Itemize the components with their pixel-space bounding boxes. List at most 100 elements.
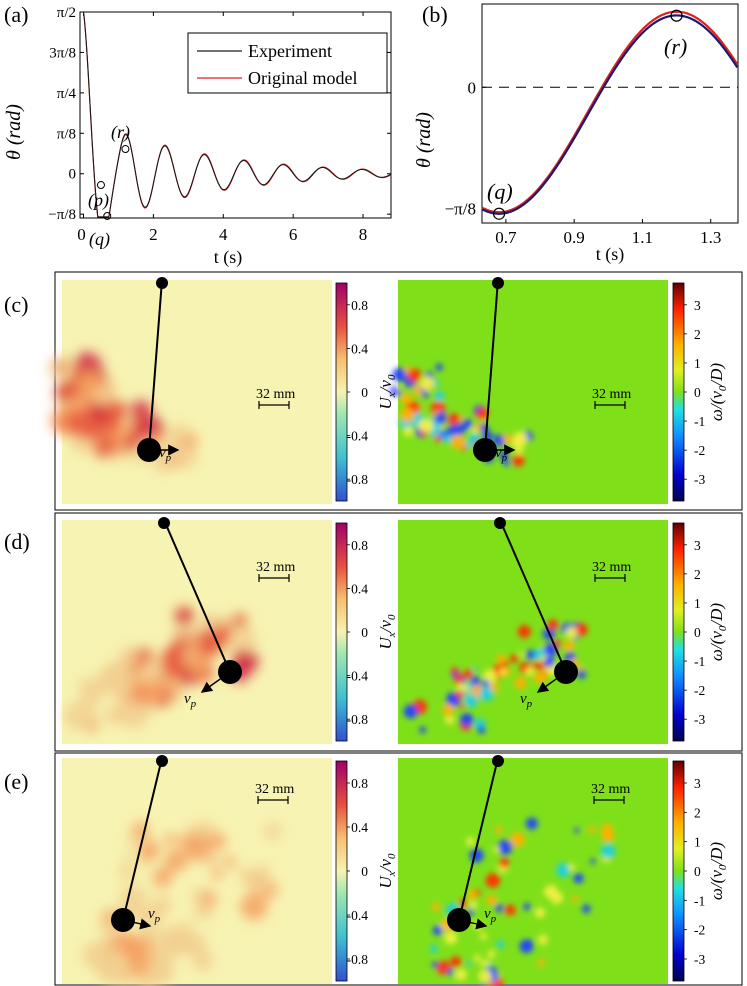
colorbar-label-slash: /v [376,380,395,394]
pendulum-rod [499,519,567,673]
pendulum-rod [148,279,163,451]
colorbar-gradient [335,282,348,502]
colorbar-tick-label: -1 [694,654,705,669]
scale-bar-label: 32 mm [256,560,295,575]
pendulum-pivot [156,755,168,767]
a-ytick-label: π/2 [57,5,76,21]
wake-blob [450,956,462,968]
wake-blob [437,966,447,975]
panel-c-colorbar-u: 0.8 0.4 0 -0.4 -0.8 Ux/v0 [335,282,398,502]
velocity-label-sub: p [526,698,533,710]
panel-b-yticks: 0 −π/8 [445,78,738,218]
colorbar-label-sub: x [386,632,398,638]
wake-blob [172,679,184,691]
wake-blob [151,894,173,916]
b-marker-r-label: (r) [664,34,687,59]
panel-d-frame [54,512,743,752]
wake-blob [82,941,110,969]
wake-blob [211,868,223,880]
a-ytick-label: π/4 [57,86,77,102]
wake-blob [539,662,546,669]
panel-e-frame [54,752,743,986]
velocity-label-sub: p [501,452,508,464]
panel-a-axes [79,11,392,219]
colorbar-tick-label: 0 [361,864,368,879]
wake-blob [245,869,261,885]
wake-blob [169,423,190,444]
colorbar-gradient [672,760,685,982]
colorbar-tick-label: 0 [694,385,701,400]
wake-blob [400,393,412,405]
velocity-label-sub: p [490,913,497,925]
colorbar-tick-label: 3 [694,298,701,313]
colorbar-tick-label: -3 [694,472,705,487]
wake-blob [556,862,571,878]
wake-blob [183,834,211,862]
colorbar-tick-label: -0.4 [347,669,369,684]
wake-blob [514,676,527,690]
a-ytick-label: 0 [69,167,77,183]
wake-blob [96,961,116,981]
colorbar-label-sub: 0 [386,853,398,859]
colorbar-tick-label: 1 [694,356,701,371]
wake-blob [264,822,282,841]
wake-blob [480,932,487,940]
wake-blob [519,939,534,954]
wake-blob [478,969,492,983]
wake-blob [485,873,501,888]
scale-bar: 32 mm [591,782,630,804]
panel-c-colorbar-w: 3 2 1 0 -1 -2 -3 ω/(v0/D) [672,282,729,502]
colorbar-gradient [672,522,685,742]
wake-blob [181,920,193,932]
scale-bar: 32 mm [592,560,631,582]
wake-blob [435,363,443,371]
wake-blob [130,400,152,422]
velocity-arrow [536,671,567,693]
wake-blob [419,376,435,391]
wake-blob [146,955,176,984]
wake-blob [54,361,66,372]
panel-d-colorbar-u: 0.8 0.4 0 -0.4 -0.8 Ux/v0 [335,522,398,742]
wake-blob [511,654,519,662]
b-marker [670,9,683,22]
wake-blob [513,431,528,446]
colorbar-label: ω/(v0/D) [707,363,729,421]
wake-blob [157,655,183,680]
wake-blob [137,926,154,943]
scale-bar: 32 mm [256,387,295,409]
wake-blob [525,667,535,677]
wake-blob [139,680,162,704]
pendulum-pivot [156,277,168,289]
wake-blob [164,849,188,873]
panel-a-yticks: π/2 3π/8 π/4 π/8 0 −π/8 [48,5,391,223]
wake-blob [463,693,478,708]
colorbar-label-end: /D) [707,603,726,627]
vorticity-background [398,280,668,504]
wake-blob [470,427,477,434]
wake-blob [543,656,555,668]
wake-blob [601,823,613,835]
colorbar-tick-label: -2 [694,683,705,698]
wake-blob [185,650,210,675]
colorbar-tick-label: -1 [694,893,705,908]
wake-blob [191,887,206,903]
wake-blob [474,954,481,962]
wake-blob [111,679,133,701]
panel-c-label: (c) [4,292,28,317]
colorbar-tick-label: 0.4 [351,820,368,835]
velocity-label-sub: p [165,452,172,464]
colorbar-gradient [335,760,348,982]
colorbar-tick-label: 0.8 [351,776,368,791]
wake-blob [588,826,596,834]
wake-blob [113,955,130,973]
wake-blob [429,944,438,953]
wake-blob [568,863,575,871]
scale-bar-label: 32 mm [256,387,295,402]
colorbar-tick-label: -0.8 [347,472,369,487]
wake-blob [431,902,440,912]
wake-blob [126,949,153,975]
wake-blob [107,399,128,421]
